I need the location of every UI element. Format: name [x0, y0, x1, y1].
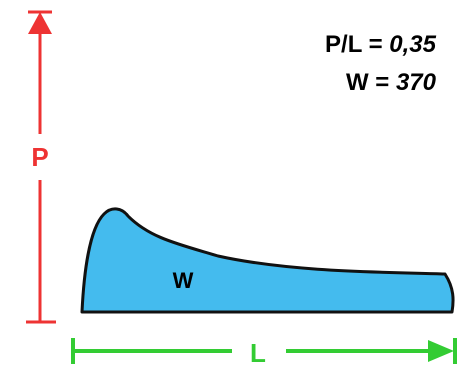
- length-label: L: [250, 338, 266, 368]
- length-arrow-head: [428, 340, 454, 362]
- ratio-text: P/L = 0,35: [325, 31, 437, 58]
- profile-shape: [80, 207, 455, 314]
- ratio-value: 0,35: [389, 31, 436, 58]
- weight-label: W =: [346, 69, 396, 96]
- weight-value: 370: [396, 69, 437, 96]
- height-dimension: P: [26, 10, 56, 324]
- height-arrow-head: [28, 12, 52, 34]
- length-dimension: L: [71, 338, 457, 368]
- height-label: P: [31, 142, 48, 172]
- shape-label: W: [173, 268, 194, 293]
- ratio-label: P/L =: [325, 31, 389, 58]
- weight-text: W = 370: [346, 69, 437, 96]
